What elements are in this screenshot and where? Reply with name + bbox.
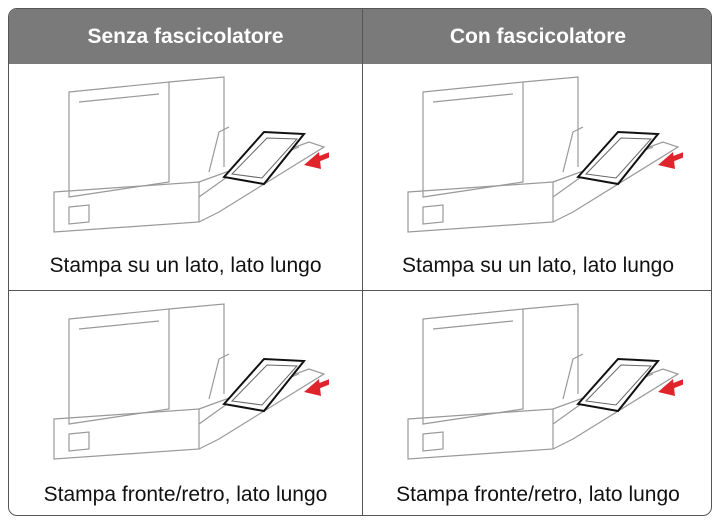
header-cell: Con fascicolatore [363,9,711,64]
caption: Stampa fronte/retro, lato lungo [43,483,328,506]
table-cell: Stampa su un lato, lato lungo [9,64,362,290]
illustration [49,72,329,242]
row-divider [9,290,711,291]
illustration [403,72,683,242]
illustration [403,299,683,469]
caption: Stampa fronte/retro, lato lungo [396,483,680,506]
header-cell: Senza fascicolatore [9,9,362,64]
column-divider [362,9,363,515]
table-cell: Stampa fronte/retro, lato lungo [9,291,362,515]
caption: Stampa su un lato, lato lungo [401,254,674,277]
table-cell: Stampa fronte/retro, lato lungo [363,291,712,515]
table: Senza fascicolatore Con fascicolatore St… [8,8,712,516]
caption: Stampa su un lato, lato lungo [49,254,322,277]
table-cell: Stampa su un lato, lato lungo [363,64,712,290]
illustration [49,299,329,469]
